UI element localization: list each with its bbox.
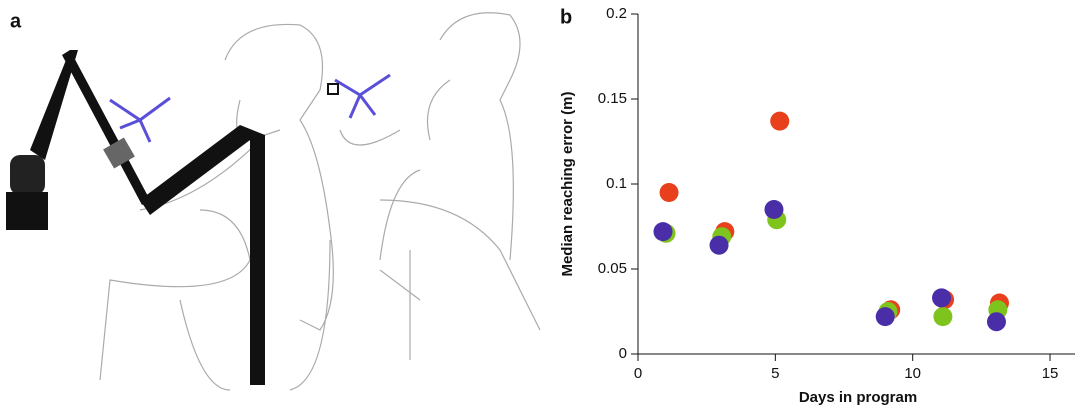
y-tick-label: 0: [619, 345, 627, 362]
panel-label: a: [10, 10, 22, 32]
point: [932, 288, 952, 308]
x-tick-label: 5: [771, 365, 779, 382]
x-tick-label: 10: [904, 365, 921, 382]
y-tick-label: 0.05: [598, 260, 627, 277]
y-tick-label: 0.2: [606, 5, 627, 22]
x-tick-label: 15: [1042, 365, 1059, 382]
point: [770, 111, 790, 131]
point: [933, 307, 953, 327]
illustration: [6, 12, 541, 391]
y-axis-label: Median reaching error (m): [559, 91, 576, 276]
panel-label: b: [560, 6, 572, 28]
x-tick-label: 0: [634, 365, 642, 382]
plot-area: Days in program Median reaching error (m…: [559, 14, 1075, 406]
x-axis-label: Days in program: [799, 389, 917, 406]
y-tick-label: 0.1: [606, 175, 627, 192]
point: [764, 200, 784, 219]
point: [709, 235, 729, 255]
y-tick-label: 0.15: [598, 90, 627, 107]
point: [986, 312, 1006, 332]
point: [875, 307, 895, 327]
point: [653, 222, 673, 242]
point: [659, 183, 679, 202]
